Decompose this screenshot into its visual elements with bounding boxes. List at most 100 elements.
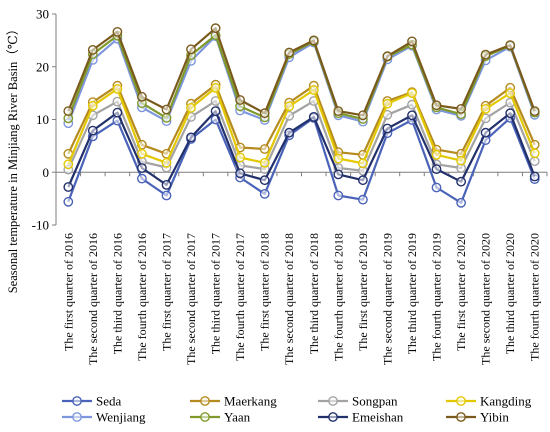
x-tick-label: The fourth quarter of 2017 — [233, 233, 247, 361]
data-point — [357, 194, 368, 205]
x-tick-label: The second quarter of 2019 — [380, 233, 394, 365]
x-tick-label: The third quarter of 2017 — [209, 233, 223, 354]
data-point — [136, 148, 147, 159]
legend-label: Songpan — [352, 394, 398, 409]
data-point — [357, 110, 368, 121]
data-point — [456, 176, 466, 187]
legend-label: Yaan — [224, 410, 251, 425]
data-point — [308, 85, 319, 95]
legend-swatch-marker — [456, 412, 466, 422]
data-point — [87, 100, 98, 111]
data-point — [407, 110, 417, 121]
x-tick-label: The second quarter of 2017 — [184, 233, 198, 365]
data-point — [235, 95, 246, 105]
x-tick-label: The second quarter of 2020 — [479, 233, 493, 365]
x-tick-label: The third quarter of 2019 — [405, 233, 419, 354]
data-point — [382, 123, 393, 134]
x-tick-label: The first quarter of 2017 — [159, 233, 173, 351]
data-point — [259, 157, 270, 168]
data-point — [431, 149, 442, 160]
data-point — [529, 156, 540, 167]
data-point — [529, 106, 540, 117]
x-tick-label: The third quarter of 2020 — [503, 233, 517, 354]
legend-label: Kangding — [480, 394, 532, 409]
data-point — [136, 163, 147, 173]
data-point — [63, 196, 74, 207]
data-point — [63, 182, 74, 192]
legend-swatch-marker — [328, 396, 338, 406]
data-point — [529, 148, 540, 159]
legend-item-songpan: Songpan — [318, 394, 398, 409]
series-kangding — [63, 82, 540, 170]
data-point — [431, 164, 442, 175]
legend-label: Yibin — [480, 410, 509, 425]
legend-item-maerkang: Maerkang — [190, 394, 277, 409]
data-point — [161, 113, 172, 123]
data-point — [431, 182, 442, 193]
data-point — [431, 100, 442, 111]
data-point — [186, 132, 196, 143]
data-point — [333, 106, 344, 117]
data-point — [505, 108, 516, 119]
data-point — [235, 152, 246, 163]
data-point — [186, 103, 196, 113]
axes: -10 0 10 20 30 — [32, 7, 548, 233]
legend-item-wenjiang: Wenjiang — [62, 410, 146, 425]
x-tick-label: The third quarter of 2018 — [307, 233, 321, 354]
data-point — [161, 179, 172, 190]
data-point — [210, 82, 221, 93]
data-point — [161, 157, 172, 168]
x-tick-label: The fourth quarter of 2018 — [331, 233, 345, 361]
legend-swatch-marker — [72, 396, 82, 406]
data-point — [456, 155, 466, 166]
data-point — [259, 175, 270, 186]
data-point — [136, 173, 147, 184]
data-point — [480, 104, 491, 114]
data-point — [161, 190, 172, 201]
data-point — [284, 47, 295, 58]
data-point — [284, 127, 295, 138]
legend: Seda Maerkang Songpan Kangding Wenjiang Yaan E… — [62, 394, 532, 425]
x-tick-label: The fourth quarter of 2019 — [430, 233, 444, 361]
legend-label: Maerkang — [224, 394, 277, 409]
y-tick-label: 0 — [43, 165, 50, 180]
x-tick-label: The fourth quarter of 2020 — [528, 233, 542, 361]
legend-label: Emeishan — [352, 410, 404, 425]
data-point — [136, 91, 147, 102]
series-emeishan — [63, 106, 540, 192]
data-point — [382, 98, 393, 109]
series-yibin — [63, 23, 540, 121]
y-tick-label: -10 — [32, 218, 49, 233]
data-point — [333, 153, 344, 164]
legend-item-seda: Seda — [62, 394, 122, 409]
data-point — [63, 159, 74, 170]
data-point — [210, 106, 221, 117]
data-point — [333, 190, 344, 201]
x-tick-label: The first quarter of 2019 — [356, 233, 370, 351]
data-point — [235, 168, 246, 179]
legend-item-kangding: Kangding — [446, 394, 532, 409]
data-point — [456, 197, 466, 208]
x-tick-label: The first quarter of 2016 — [61, 233, 75, 351]
data-point — [259, 108, 270, 119]
y-tick-label: 20 — [36, 59, 49, 74]
legend-item-yibin: Yibin — [446, 410, 509, 425]
data-point — [112, 27, 123, 37]
x-tick-label: The second quarter of 2016 — [86, 233, 100, 365]
data-point — [161, 104, 172, 115]
data-point — [87, 125, 98, 136]
data-point — [112, 107, 123, 118]
data-point — [284, 101, 295, 112]
data-point — [308, 112, 319, 122]
legend-swatch-marker — [200, 396, 210, 406]
data-point — [529, 171, 540, 182]
y-tick-label: 10 — [36, 112, 49, 127]
legend-swatch-marker — [200, 412, 210, 422]
data-point — [308, 35, 319, 46]
data-point — [357, 158, 368, 169]
y-axis-title: Seasonal temperature in Minjiang River B… — [6, 23, 20, 294]
x-tick-label: The fourth quarter of 2016 — [135, 233, 149, 361]
data-point — [407, 88, 417, 99]
legend-swatch-marker — [72, 412, 82, 422]
data-point — [333, 169, 344, 180]
